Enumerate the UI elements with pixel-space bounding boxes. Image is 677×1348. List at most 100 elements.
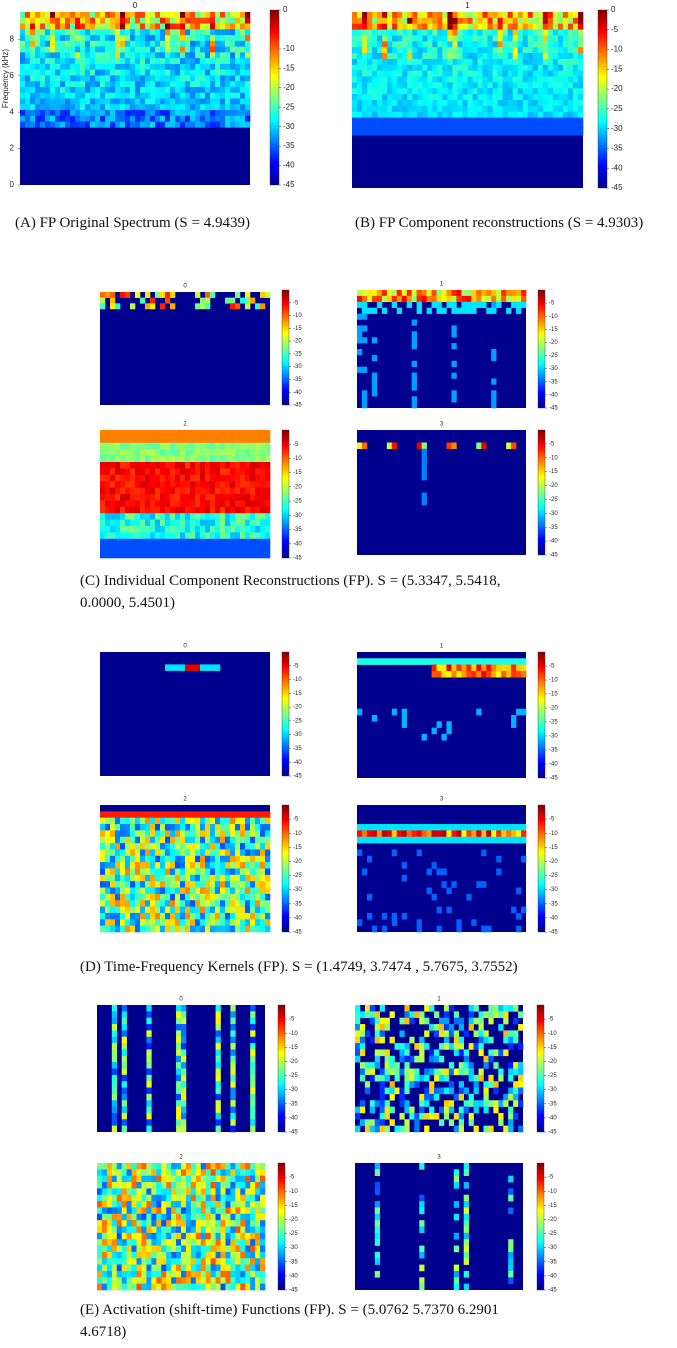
- heatmap-cell: [442, 53, 447, 59]
- heatmap-cell: [155, 843, 160, 850]
- heatmap-cell: [235, 926, 240, 933]
- heatmap-cell: [145, 64, 150, 70]
- heatmap-cell: [205, 110, 210, 116]
- heatmap-cell: [402, 53, 407, 59]
- colorbar: [282, 430, 289, 558]
- heatmap-cell: [478, 30, 483, 36]
- heatmap-cell: [558, 12, 563, 18]
- heatmap-cell: [105, 818, 110, 825]
- heatmap-cell: [137, 1207, 142, 1214]
- heatmap-cell: [186, 1214, 191, 1221]
- heatmap-cell: [429, 1069, 434, 1076]
- heatmap-cell: [195, 539, 200, 546]
- heatmap-cell: [100, 443, 105, 450]
- heatmap-cell: [503, 1018, 508, 1025]
- heatmap-cell: [221, 1201, 226, 1208]
- colorbar-tick-label: -40: [611, 163, 623, 172]
- heatmap-cell: [216, 1195, 221, 1202]
- heatmap-cell: [200, 18, 205, 24]
- heatmap-cell: [578, 129, 583, 135]
- heatmap-cell: [135, 494, 140, 501]
- heatmap-cell: [210, 869, 215, 876]
- heatmap-cell: [185, 869, 190, 876]
- heatmap-cell: [100, 298, 105, 304]
- heatmap-cell: [200, 849, 205, 856]
- heatmap-cell: [240, 830, 245, 837]
- heatmap-cell: [442, 100, 447, 106]
- heatmap-cell: [191, 1163, 196, 1170]
- heatmap-cell: [240, 110, 245, 116]
- heatmap-cell: [478, 77, 483, 83]
- heatmap-cell: [100, 849, 105, 856]
- heatmap-cell: [260, 1163, 265, 1170]
- heatmap-cell: [250, 1107, 255, 1114]
- heatmap-cell: [102, 1201, 107, 1208]
- heatmap-cell: [553, 59, 558, 65]
- heatmap-cell: [170, 116, 175, 122]
- heatmap-cell: [185, 104, 190, 110]
- heatmap-cell: [409, 1081, 414, 1088]
- heatmap-cell: [150, 24, 155, 30]
- heatmap-cell: [513, 77, 518, 83]
- heatmap-cell: [181, 1207, 186, 1214]
- heatmap-cell: [146, 1062, 151, 1069]
- panel-title: 2: [183, 422, 187, 428]
- heatmap-cell: [35, 12, 40, 18]
- heatmap-cell: [496, 830, 501, 837]
- heatmap-cell: [399, 1049, 404, 1056]
- heatmap-cell: [100, 507, 105, 514]
- heatmap-cell: [432, 82, 437, 88]
- heatmap-cell: [493, 82, 498, 88]
- heatmap-cell: [392, 118, 397, 124]
- heatmap-cell: [146, 1088, 151, 1095]
- heatmap-cell: [55, 18, 60, 24]
- heatmap-cell: [407, 53, 412, 59]
- heatmap-cell: [235, 70, 240, 76]
- colorbar-tick-label: -25: [289, 1073, 298, 1079]
- heatmap-cell: [122, 1239, 127, 1246]
- colorbar-tick-label: -45: [549, 776, 558, 782]
- heatmap-cell: [250, 824, 255, 831]
- heatmap-cell: [156, 1195, 161, 1202]
- heatmap-cell: [211, 1207, 216, 1214]
- heatmap-cell: [151, 1252, 156, 1259]
- heatmap-cell: [357, 59, 362, 65]
- heatmap-cell: [200, 875, 205, 882]
- heatmap-cell: [390, 1094, 395, 1101]
- heatmap-cell: [481, 824, 486, 831]
- heatmap-cell: [195, 462, 200, 469]
- heatmap-cell: [255, 1201, 260, 1208]
- heatmap-cell: [240, 116, 245, 122]
- heatmap-cell: [135, 526, 140, 533]
- heatmap-cell: [230, 1126, 235, 1133]
- heatmap-cell: [25, 70, 30, 76]
- heatmap-cell: [444, 1107, 449, 1114]
- heatmap-cell: [355, 1043, 360, 1050]
- heatmap-cell: [145, 926, 150, 933]
- heatmap-cell: [483, 88, 488, 94]
- heatmap-cell: [181, 1094, 186, 1101]
- heatmap-cell: [35, 110, 40, 116]
- heatmap-cell: [468, 30, 473, 36]
- heatmap-cell: [518, 71, 523, 77]
- heatmap-cell: [105, 12, 110, 18]
- heatmap-cell: [240, 35, 245, 41]
- heatmap-cell: [447, 35, 452, 41]
- heatmap-cell: [230, 52, 235, 58]
- heatmap-cell: [265, 856, 270, 863]
- heatmap-cell: [235, 1163, 240, 1170]
- heatmap-cell: [255, 919, 260, 926]
- heatmap-cell: [165, 526, 170, 533]
- heatmap-cell: [35, 87, 40, 93]
- heatmap-cell: [543, 94, 548, 100]
- heatmap-cell: [112, 1024, 117, 1031]
- heatmap-cell: [414, 1056, 419, 1063]
- heatmap-cell: [110, 520, 115, 527]
- heatmap-cell: [240, 837, 245, 844]
- heatmap-cell: [365, 1062, 370, 1069]
- heatmap-cell: [146, 1169, 151, 1176]
- heatmap-cell: [176, 1169, 181, 1176]
- heatmap-cell: [533, 30, 538, 36]
- heatmap-cell: [210, 116, 215, 122]
- heatmap-cell: [25, 29, 30, 35]
